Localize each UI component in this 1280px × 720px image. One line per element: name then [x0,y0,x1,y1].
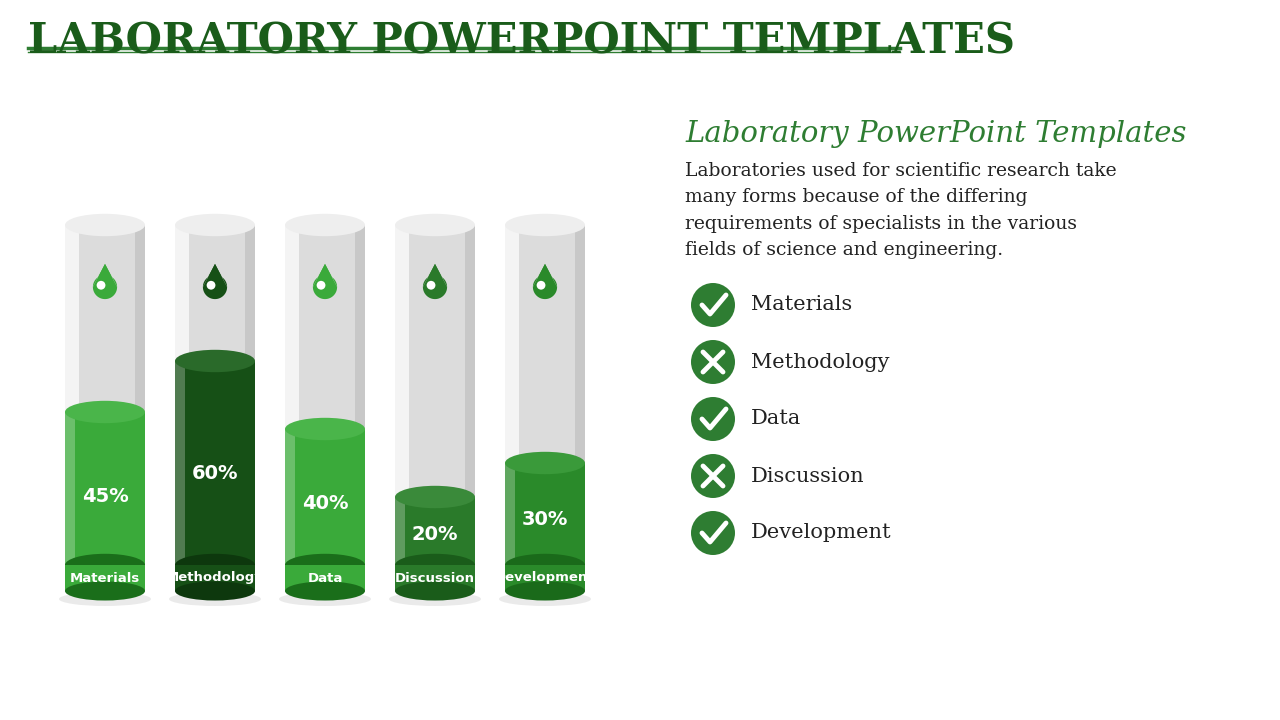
Circle shape [426,281,435,289]
Polygon shape [175,565,255,591]
Polygon shape [204,264,227,299]
Polygon shape [422,264,447,299]
Polygon shape [506,463,585,565]
Polygon shape [355,225,365,565]
Text: Methodology: Methodology [751,353,890,372]
Circle shape [691,454,735,498]
Polygon shape [285,225,365,565]
Text: 40%: 40% [302,495,348,513]
Ellipse shape [175,350,255,372]
Ellipse shape [285,214,365,236]
Polygon shape [285,429,365,565]
Ellipse shape [175,214,255,236]
Polygon shape [175,361,255,565]
Polygon shape [285,429,294,565]
Ellipse shape [506,452,585,474]
Polygon shape [532,264,557,299]
Text: Materials: Materials [70,572,140,585]
Ellipse shape [285,582,365,600]
Ellipse shape [175,582,255,600]
Polygon shape [204,264,227,287]
Polygon shape [93,264,116,299]
Ellipse shape [65,401,145,423]
Polygon shape [506,463,515,565]
Text: Development: Development [495,572,595,585]
Ellipse shape [506,554,585,576]
Polygon shape [285,225,300,565]
Polygon shape [244,225,255,565]
Polygon shape [65,565,145,591]
Polygon shape [93,264,116,287]
Ellipse shape [285,554,365,576]
Text: Discussion: Discussion [751,467,864,485]
Ellipse shape [499,592,591,606]
Ellipse shape [175,554,255,576]
Circle shape [316,281,325,289]
Polygon shape [532,264,557,287]
Polygon shape [396,497,404,565]
Ellipse shape [396,554,475,576]
Circle shape [97,281,105,289]
Text: 20%: 20% [412,525,458,544]
Polygon shape [134,225,145,565]
Ellipse shape [169,592,261,606]
Text: Laboratories used for scientific research take
many forms because of the differi: Laboratories used for scientific researc… [685,162,1116,259]
Polygon shape [506,225,518,565]
Circle shape [536,281,545,289]
Polygon shape [175,361,186,565]
Ellipse shape [396,554,475,576]
Circle shape [206,281,215,289]
Polygon shape [465,225,475,565]
Polygon shape [65,225,79,565]
Circle shape [691,397,735,441]
Polygon shape [396,225,410,565]
Text: Data: Data [307,572,343,585]
Ellipse shape [279,592,371,606]
Polygon shape [506,565,585,591]
Ellipse shape [396,582,475,600]
Ellipse shape [65,554,145,576]
Polygon shape [285,565,365,591]
Text: 30%: 30% [522,510,568,528]
Ellipse shape [506,214,585,236]
Ellipse shape [175,554,255,576]
Polygon shape [396,565,475,591]
Ellipse shape [285,418,365,440]
Text: 45%: 45% [82,487,128,505]
Polygon shape [65,225,145,565]
Ellipse shape [285,554,365,576]
Circle shape [691,340,735,384]
Ellipse shape [65,582,145,600]
Polygon shape [575,225,585,565]
Polygon shape [65,412,76,565]
Text: Data: Data [751,410,801,428]
Text: Discussion: Discussion [396,572,475,585]
Ellipse shape [65,554,145,576]
Text: 60%: 60% [192,464,238,482]
Polygon shape [506,225,585,565]
Ellipse shape [506,582,585,600]
Polygon shape [175,225,255,565]
Polygon shape [175,225,189,565]
Polygon shape [396,497,475,565]
Ellipse shape [389,592,481,606]
Ellipse shape [59,592,151,606]
Ellipse shape [396,214,475,236]
Circle shape [691,283,735,327]
Text: LABORATORY POWERPOINT TEMPLATES: LABORATORY POWERPOINT TEMPLATES [28,20,1015,62]
Text: Development: Development [751,523,892,542]
Text: Laboratory PowerPoint Templates: Laboratory PowerPoint Templates [685,120,1187,148]
Text: Methodology: Methodology [166,572,264,585]
Ellipse shape [396,486,475,508]
Polygon shape [65,412,145,565]
Ellipse shape [506,554,585,576]
Circle shape [691,511,735,555]
Polygon shape [422,264,447,287]
Ellipse shape [65,214,145,236]
Polygon shape [312,264,337,299]
Text: Materials: Materials [751,295,852,315]
Polygon shape [312,264,337,287]
Polygon shape [396,225,475,565]
